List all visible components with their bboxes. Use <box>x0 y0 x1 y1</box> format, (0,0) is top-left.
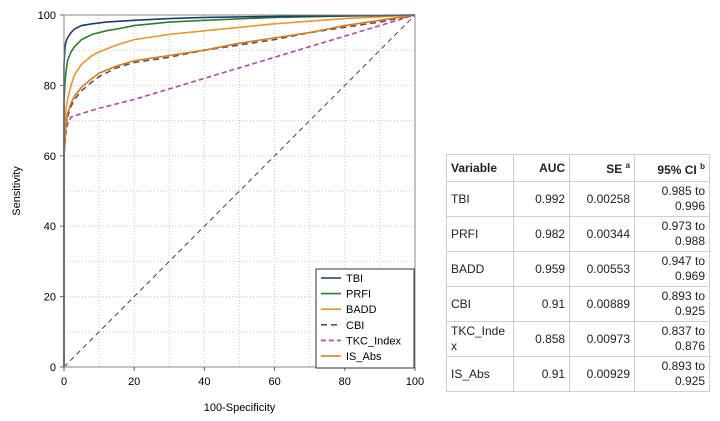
header-se: SE a <box>569 154 635 182</box>
ci-low: 0.985 to <box>661 184 705 198</box>
cell-variable: CBI <box>446 286 514 322</box>
cell-ci: 0.947 to 0.969 <box>634 251 710 287</box>
x-tick-label: 100 <box>406 376 424 388</box>
cell-ci: 0.985 to 0.996 <box>634 181 710 217</box>
series-line-tbi <box>63 14 416 367</box>
ci-high: 0.988 <box>674 234 705 248</box>
ci-high: 0.925 <box>674 374 705 388</box>
ci-high: 0.876 <box>674 339 705 353</box>
y-tick-label: 20 <box>44 292 56 304</box>
table-row: BADD 0.959 0.00553 0.947 to 0.969 <box>446 251 710 287</box>
ci-high: 0.925 <box>674 304 705 318</box>
series-line-prfi <box>63 14 416 367</box>
x-axis-title: 100-Specificity <box>204 402 276 414</box>
legend-label: PRFI <box>346 289 371 301</box>
cell-auc: 0.992 <box>512 181 571 217</box>
x-tick-label: 40 <box>198 376 210 388</box>
table-body: TBI 0.992 0.00258 0.985 to 0.996 PRFI 0.982 0.0… <box>446 181 710 392</box>
cell-variable: TBI <box>446 181 514 217</box>
x-axis-ticks: 0 20 40 60 80 100 <box>61 367 424 388</box>
legend-label: CBI <box>346 320 364 332</box>
header-ci-footnote: b <box>700 161 705 171</box>
header-se-text: SE <box>606 161 623 176</box>
cell-auc: 0.91 <box>512 286 571 322</box>
cell-se: 0.00258 <box>569 181 635 217</box>
x-tick-label: 0 <box>61 376 67 388</box>
table-row: IS_Abs 0.91 0.00929 0.893 to 0.925 <box>446 356 710 392</box>
cell-variable: BADD <box>446 251 514 287</box>
cell-se: 0.00553 <box>569 251 635 287</box>
table-header-row: Variable AUC SE a 95% CI b <box>446 154 710 182</box>
ci-low: 0.893 to <box>661 289 705 303</box>
series-line-badd <box>63 14 416 367</box>
y-tick-label: 60 <box>44 151 56 163</box>
y-tick-label: 40 <box>44 221 56 233</box>
y-axis-title: Sensitivity <box>11 166 23 216</box>
cell-ci: 0.837 to 0.876 <box>634 321 710 357</box>
x-tick-label: 80 <box>339 376 351 388</box>
cell-ci: 0.973 to 0.988 <box>634 216 710 252</box>
ci-low: 0.837 to <box>661 324 705 338</box>
ci-high: 0.969 <box>674 269 705 283</box>
ci-high: 0.996 <box>674 199 705 213</box>
cell-ci: 0.893 to 0.925 <box>634 356 710 392</box>
ci-low: 0.947 to <box>661 254 705 268</box>
table-row: CBI 0.91 0.00889 0.893 to 0.925 <box>446 286 710 322</box>
x-tick-label: 20 <box>128 376 140 388</box>
series-line-is-abs <box>63 14 416 367</box>
header-variable: Variable <box>446 154 514 182</box>
cell-auc: 0.858 <box>512 321 571 357</box>
series-lines <box>63 14 416 367</box>
cell-se: 0.00889 <box>569 286 635 322</box>
cell-se: 0.00973 <box>569 321 635 357</box>
header-auc: AUC <box>512 154 571 182</box>
cell-auc: 0.982 <box>512 216 571 252</box>
ci-low: 0.893 to <box>661 359 705 373</box>
table-row: PRFI 0.982 0.00344 0.973 to 0.988 <box>446 216 710 252</box>
y-tick-label: 100 <box>38 10 56 22</box>
auc-table: Variable AUC SE a 95% CI b TBI 0.992 0.002… <box>446 154 710 392</box>
y-axis-ticks: 0 20 40 60 80 100 <box>38 10 64 374</box>
x-tick-label: 60 <box>268 376 280 388</box>
legend-box <box>315 268 415 369</box>
cell-variable: PRFI <box>446 216 514 252</box>
legend-label: BADD <box>346 304 377 316</box>
legend-label: TKC_Index <box>346 335 402 347</box>
cell-ci: 0.893 to 0.925 <box>634 286 710 322</box>
header-se-footnote: a <box>625 160 630 170</box>
table-row: TBI 0.992 0.00258 0.985 to 0.996 <box>446 181 710 217</box>
legend-label: IS_Abs <box>346 351 382 363</box>
ci-low: 0.973 to <box>661 219 705 233</box>
cell-auc: 0.959 <box>512 251 571 287</box>
y-tick-label: 0 <box>50 362 56 374</box>
legend: TBI PRFI BADD CBI TKC_Index IS_Abs <box>315 268 415 369</box>
cell-auc: 0.91 <box>512 356 571 392</box>
cell-variable: TKC_Index <box>446 321 514 357</box>
cell-se: 0.00344 <box>569 216 635 252</box>
y-tick-label: 80 <box>44 80 56 92</box>
cell-se: 0.00929 <box>569 356 635 392</box>
roc-chart: 0 20 40 60 80 100 0 20 40 60 80 100 100-Specificit… <box>11 10 424 414</box>
legend-label: TBI <box>346 273 363 285</box>
reference-diagonal <box>63 14 416 368</box>
plot-frame <box>63 14 416 368</box>
header-ci: 95% CI b <box>634 154 710 182</box>
cell-variable: IS_Abs <box>446 356 514 392</box>
table-row: TKC_Index 0.858 0.00973 0.837 to 0.876 <box>446 321 710 357</box>
header-ci-text: 95% CI <box>657 162 697 177</box>
